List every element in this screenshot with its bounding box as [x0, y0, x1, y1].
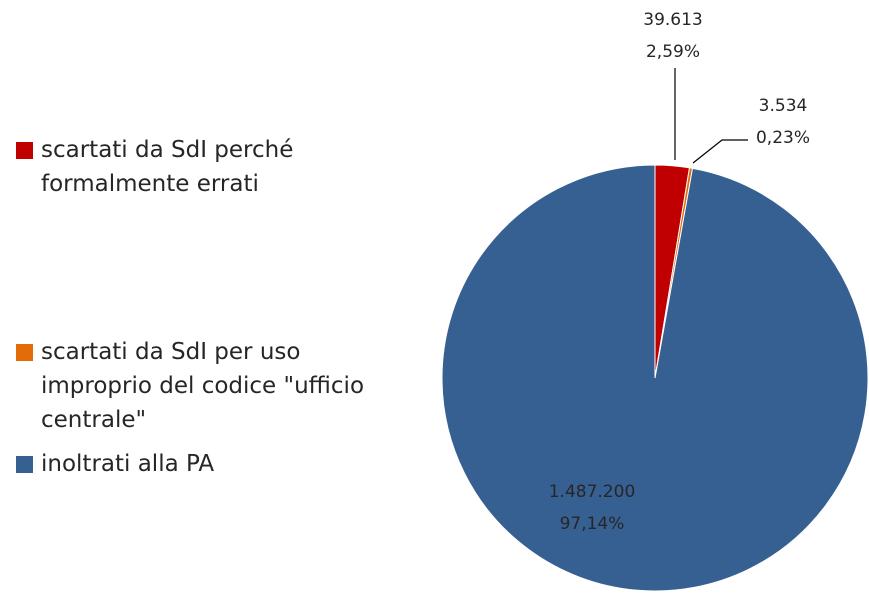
percent-label: 97,14% — [560, 514, 625, 534]
data-label: 1.487.200 — [549, 482, 636, 502]
legend-swatch — [16, 456, 33, 473]
legend-label: inoltrati alla PA — [41, 451, 215, 477]
legend-item: scartati da SdI per uso improprio del co… — [16, 335, 416, 437]
data-label: 39.613 — [643, 10, 702, 30]
percent-label: 0,23% — [756, 128, 810, 148]
legend-swatch — [16, 344, 33, 361]
legend-label: scartati da SdI per uso improprio del co… — [41, 339, 365, 433]
legend-item: inoltrati alla PA — [16, 447, 416, 481]
legend-swatch — [16, 142, 33, 159]
legend-item: scartati da SdI perché formalmente errat… — [16, 133, 416, 201]
pie-slice — [441, 164, 869, 592]
percent-label: 2,59% — [646, 42, 700, 62]
legend-label: scartati da SdI perché formalmente errat… — [41, 137, 294, 197]
leader-line — [692, 139, 748, 164]
data-label: 3.534 — [759, 96, 808, 116]
